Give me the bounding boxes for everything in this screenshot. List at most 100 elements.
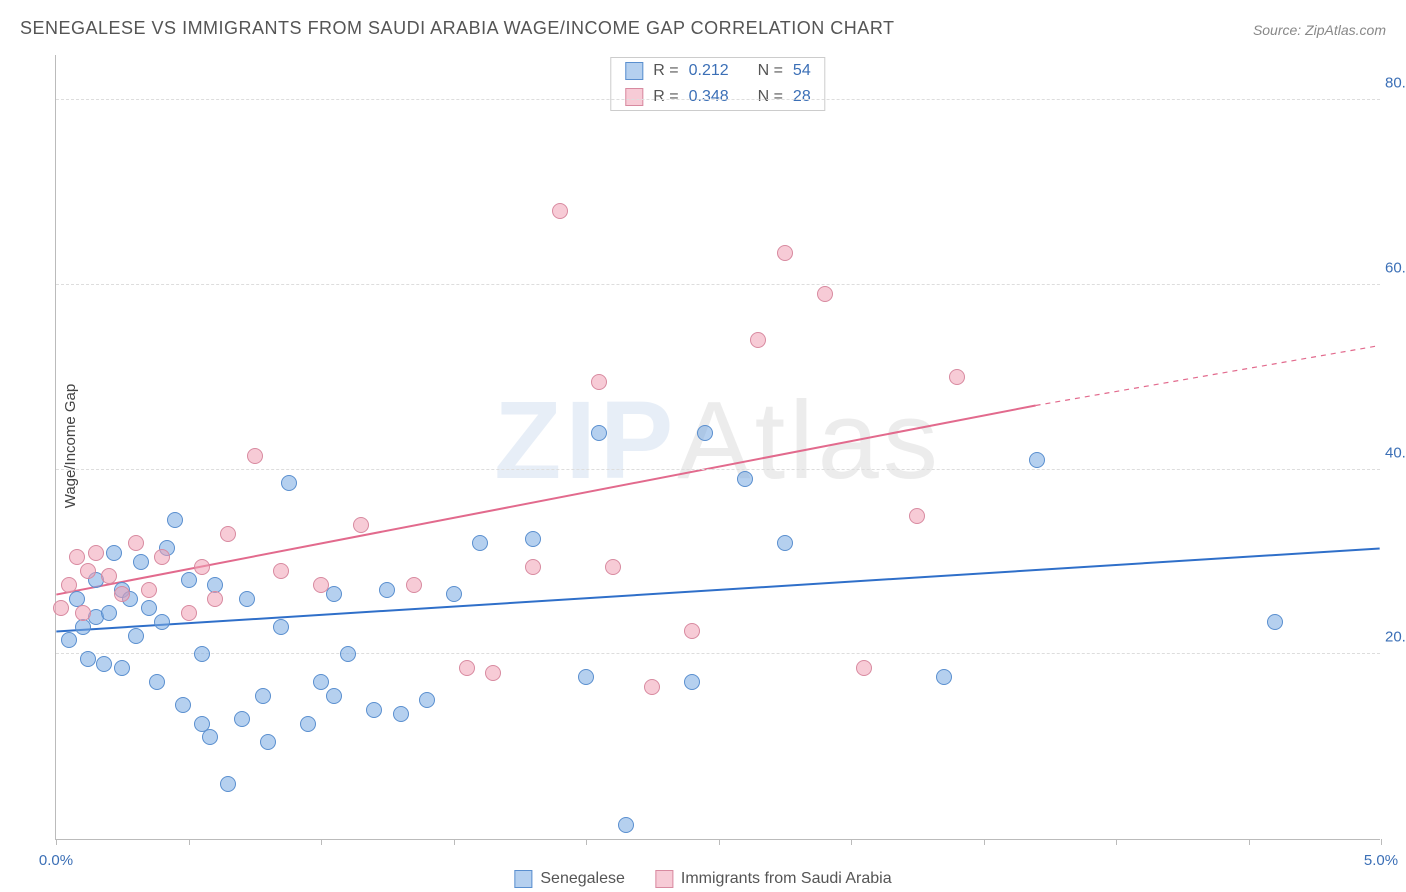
trend-line-pink-dashed (1036, 346, 1380, 406)
scatter-point (909, 508, 925, 524)
scatter-point (61, 577, 77, 593)
gridline (56, 653, 1380, 654)
watermark: ZIPAtlas (494, 377, 942, 504)
scatter-point (141, 600, 157, 616)
scatter-point (697, 425, 713, 441)
scatter-point (313, 674, 329, 690)
source-attribution: Source: ZipAtlas.com (1253, 22, 1386, 38)
stats-r-label-2: R = (653, 88, 678, 106)
x-tick (56, 839, 57, 845)
scatter-point (644, 679, 660, 695)
scatter-point (114, 660, 130, 676)
scatter-point (207, 591, 223, 607)
scatter-point (817, 286, 833, 302)
scatter-point (485, 665, 501, 681)
stats-row-1: R = 0.212 N = 54 (611, 58, 824, 84)
scatter-point (80, 651, 96, 667)
scatter-point (69, 549, 85, 565)
scatter-point (684, 623, 700, 639)
scatter-point (141, 582, 157, 598)
scatter-point (154, 614, 170, 630)
scatter-point (194, 559, 210, 575)
x-tick (1381, 839, 1382, 845)
scatter-point (552, 203, 568, 219)
x-tick-label: 5.0% (1364, 852, 1398, 869)
legend-item-1: Senegalese (514, 870, 625, 888)
scatter-point (101, 568, 117, 584)
scatter-point (80, 563, 96, 579)
stats-n-label-1: N = (758, 62, 783, 80)
x-tick (984, 839, 985, 845)
legend-swatch-pink (655, 870, 673, 888)
scatter-point (220, 526, 236, 542)
watermark-zip: ZIP (494, 379, 677, 502)
stats-legend-box: R = 0.212 N = 54 R = 0.348 N = 28 (610, 57, 825, 111)
scatter-point (605, 559, 621, 575)
x-tick (454, 839, 455, 845)
scatter-point (181, 572, 197, 588)
scatter-point (1029, 452, 1045, 468)
scatter-point (459, 660, 475, 676)
gridline (56, 469, 1380, 470)
stats-r-label-1: R = (653, 62, 678, 80)
scatter-point (326, 688, 342, 704)
chart-title: SENEGALESE VS IMMIGRANTS FROM SAUDI ARAB… (20, 18, 894, 39)
stats-swatch-pink (625, 88, 643, 106)
scatter-point (525, 559, 541, 575)
scatter-point (618, 817, 634, 833)
scatter-point (326, 586, 342, 602)
scatter-point (313, 577, 329, 593)
scatter-point (340, 646, 356, 662)
stats-row-2: R = 0.348 N = 28 (611, 84, 824, 110)
scatter-point (128, 628, 144, 644)
x-tick (1116, 839, 1117, 845)
bottom-legend: Senegalese Immigrants from Saudi Arabia (514, 870, 891, 888)
x-tick (719, 839, 720, 845)
legend-swatch-blue (514, 870, 532, 888)
scatter-point (114, 586, 130, 602)
scatter-point (96, 656, 112, 672)
scatter-point (777, 535, 793, 551)
y-tick-label: 20.0% (1385, 629, 1406, 646)
scatter-point (167, 512, 183, 528)
scatter-point (273, 619, 289, 635)
scatter-point (446, 586, 462, 602)
scatter-point (202, 729, 218, 745)
scatter-point (247, 448, 263, 464)
gridline (56, 99, 1380, 100)
x-tick (321, 839, 322, 845)
scatter-point (194, 646, 210, 662)
legend-item-2: Immigrants from Saudi Arabia (655, 870, 892, 888)
scatter-point (750, 332, 766, 348)
scatter-point (234, 711, 250, 727)
scatter-point (591, 374, 607, 390)
scatter-point (472, 535, 488, 551)
y-tick-label: 60.0% (1385, 259, 1406, 276)
stats-n-value-1: 54 (793, 62, 811, 80)
scatter-point (578, 669, 594, 685)
scatter-point (393, 706, 409, 722)
trend-line-blue (56, 548, 1379, 631)
scatter-point (273, 563, 289, 579)
x-tick (189, 839, 190, 845)
scatter-point (379, 582, 395, 598)
stats-n-value-2: 28 (793, 88, 811, 106)
scatter-point (220, 776, 236, 792)
scatter-point (75, 605, 91, 621)
scatter-point (949, 369, 965, 385)
scatter-point (525, 531, 541, 547)
scatter-point (154, 549, 170, 565)
watermark-atlas: Atlas (677, 379, 942, 502)
scatter-point (936, 669, 952, 685)
legend-label-2: Immigrants from Saudi Arabia (681, 870, 892, 888)
x-tick-label: 0.0% (39, 852, 73, 869)
scatter-point (239, 591, 255, 607)
stats-swatch-blue (625, 62, 643, 80)
scatter-point (149, 674, 165, 690)
scatter-point (133, 554, 149, 570)
scatter-point (255, 688, 271, 704)
stats-n-label-2: N = (758, 88, 783, 106)
scatter-point (175, 697, 191, 713)
legend-label-1: Senegalese (540, 870, 625, 888)
scatter-point (591, 425, 607, 441)
